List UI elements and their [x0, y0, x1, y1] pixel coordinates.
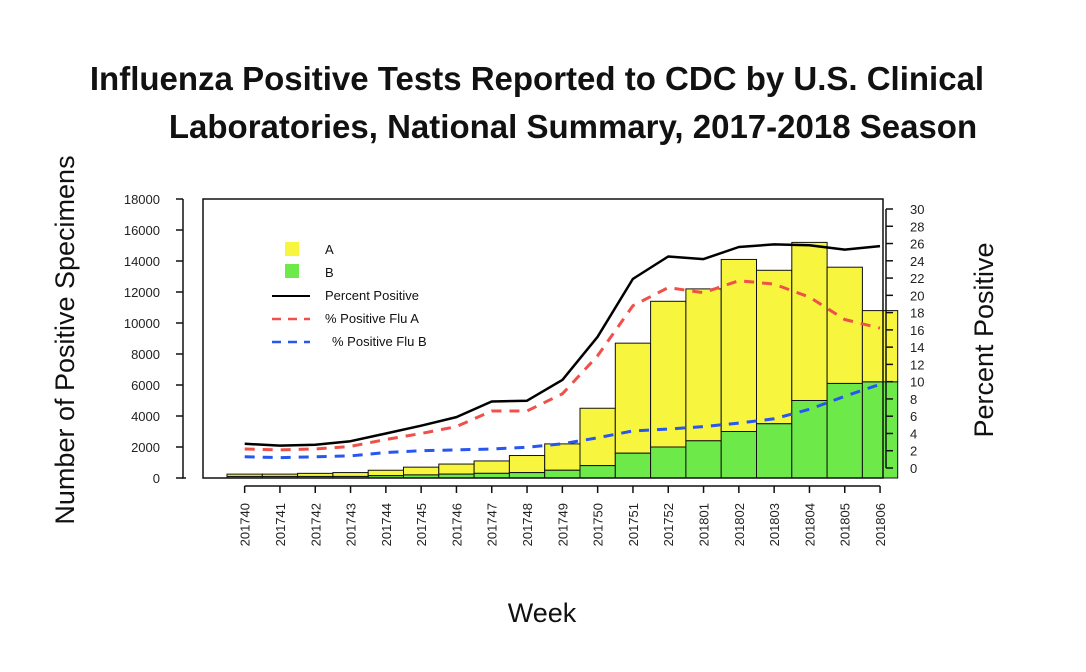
bar-b-201803: [756, 423, 793, 479]
bar-a-201748: [508, 455, 546, 474]
bar-a-201747: [473, 460, 510, 474]
x-tick-label-201740: 201740: [238, 503, 253, 546]
bar-b-201801: [685, 440, 722, 479]
bar-b-201805: [826, 382, 863, 479]
bar-a-201750: [579, 407, 616, 467]
legend-label-flu-b: % Positive Flu B: [332, 334, 427, 349]
x-tick-label-201752: 201752: [661, 503, 676, 546]
y-tick-label-6000: 6000: [131, 378, 160, 393]
y2-tick-label-4: 4: [910, 426, 917, 441]
y-tick-label-16000: 16000: [124, 223, 160, 238]
legend-label-flu-a: % Positive Flu A: [325, 311, 419, 326]
axes-layer: 0200040006000800010000120001400016000180…: [124, 192, 925, 546]
x-tick-label-201741: 201741: [273, 503, 288, 546]
legend-swatch-b: [285, 264, 299, 278]
legend-swatch-a: [285, 242, 299, 256]
bar-a-201805: [826, 266, 863, 384]
y2-tick-label-22: 22: [910, 271, 924, 286]
y2-tick-label-6: 6: [910, 409, 917, 424]
y-tick-label-8000: 8000: [131, 347, 160, 362]
x-tick-label-201750: 201750: [591, 503, 606, 546]
y-tick-label-4000: 4000: [131, 409, 160, 424]
bar-b-201804: [791, 400, 828, 479]
y2-tick-label-2: 2: [910, 444, 917, 459]
percent-positive-line: [244, 243, 881, 447]
bar-a-201751: [614, 342, 652, 454]
x-tick-label-201804: 201804: [802, 503, 817, 546]
bar-a-201752: [650, 300, 687, 448]
chart-title-line-1: Influenza Positive Tests Reported to CDC…: [90, 60, 984, 97]
y2-tick-label-16: 16: [910, 323, 924, 338]
x-tick-label-201806: 201806: [873, 503, 888, 546]
legend-label-b: B: [325, 265, 334, 280]
x-tick-label-201749: 201749: [555, 503, 570, 546]
bar-b-201752: [650, 446, 687, 479]
bar-a-201806: [861, 310, 899, 383]
bar-a-201803: [756, 269, 793, 425]
x-tick-label-201744: 201744: [379, 503, 394, 546]
x-tick-label-201751: 201751: [626, 503, 641, 546]
y-tick-label-2000: 2000: [131, 440, 160, 455]
x-tick-label-201802: 201802: [732, 503, 747, 546]
bar-b-201751: [614, 452, 652, 479]
bar-layer: [226, 241, 899, 479]
x-tick-label-201745: 201745: [414, 503, 429, 546]
x-tick-label-201805: 201805: [838, 503, 853, 546]
bar-a-201743: [332, 472, 369, 477]
bar-a-201801: [685, 288, 722, 442]
bar-b-201806: [861, 381, 899, 479]
y2-tick-label-0: 0: [910, 461, 917, 476]
bar-b-201749: [544, 469, 581, 479]
y2-tick-label-18: 18: [910, 306, 924, 321]
x-tick-label-201743: 201743: [344, 503, 359, 546]
legend: A B Percent Positive % Positive Flu A % …: [272, 242, 427, 349]
bar-a-201745: [403, 466, 440, 476]
y2-tick-label-20: 20: [910, 288, 924, 303]
line-layer: [244, 243, 881, 460]
bar-b-201748: [508, 472, 546, 479]
x-axis-title: Week: [508, 598, 577, 628]
flu-a-percent-line: [244, 279, 881, 452]
chart-title-line-2: Laboratories, National Summary, 2017-201…: [169, 108, 977, 145]
x-tick-label-201746: 201746: [449, 503, 464, 546]
flu-b-percent-line: [244, 382, 881, 460]
y-axis-title: Number of Positive Specimens: [50, 155, 80, 524]
y2-axis-title: Percent Positive: [969, 242, 999, 437]
bar-b-201750: [579, 465, 616, 479]
y2-tick-label-12: 12: [910, 357, 924, 372]
bar-a-201802: [720, 258, 758, 433]
y2-tick-label-14: 14: [910, 340, 924, 355]
bar-a-201749: [544, 443, 581, 471]
plot-frame: [202, 198, 884, 479]
y2-tick-label-10: 10: [910, 375, 924, 390]
y-tick-label-10000: 10000: [124, 316, 160, 331]
y2-tick-label-30: 30: [910, 202, 924, 217]
y-tick-label-12000: 12000: [124, 285, 160, 300]
bar-a-201804: [791, 241, 828, 401]
y2-tick-label-28: 28: [910, 219, 924, 234]
x-tick-label-201747: 201747: [485, 503, 500, 546]
x-tick-label-201803: 201803: [767, 503, 782, 546]
bar-a-201744: [367, 469, 405, 477]
y-tick-label-0: 0: [153, 471, 160, 486]
y2-tick-label-24: 24: [910, 254, 924, 269]
bar-b-201802: [720, 431, 758, 479]
x-tick-label-201742: 201742: [308, 503, 323, 546]
legend-label-a: A: [325, 242, 334, 257]
y-tick-label-14000: 14000: [124, 254, 160, 269]
bar-a-201746: [438, 463, 475, 475]
y-tick-label-18000: 18000: [124, 192, 160, 207]
x-tick-label-201801: 201801: [697, 503, 712, 546]
x-tick-label-201748: 201748: [520, 503, 535, 546]
legend-label-percent-positive: Percent Positive: [325, 288, 419, 303]
y2-tick-label-8: 8: [910, 392, 917, 407]
y2-tick-label-26: 26: [910, 237, 924, 252]
